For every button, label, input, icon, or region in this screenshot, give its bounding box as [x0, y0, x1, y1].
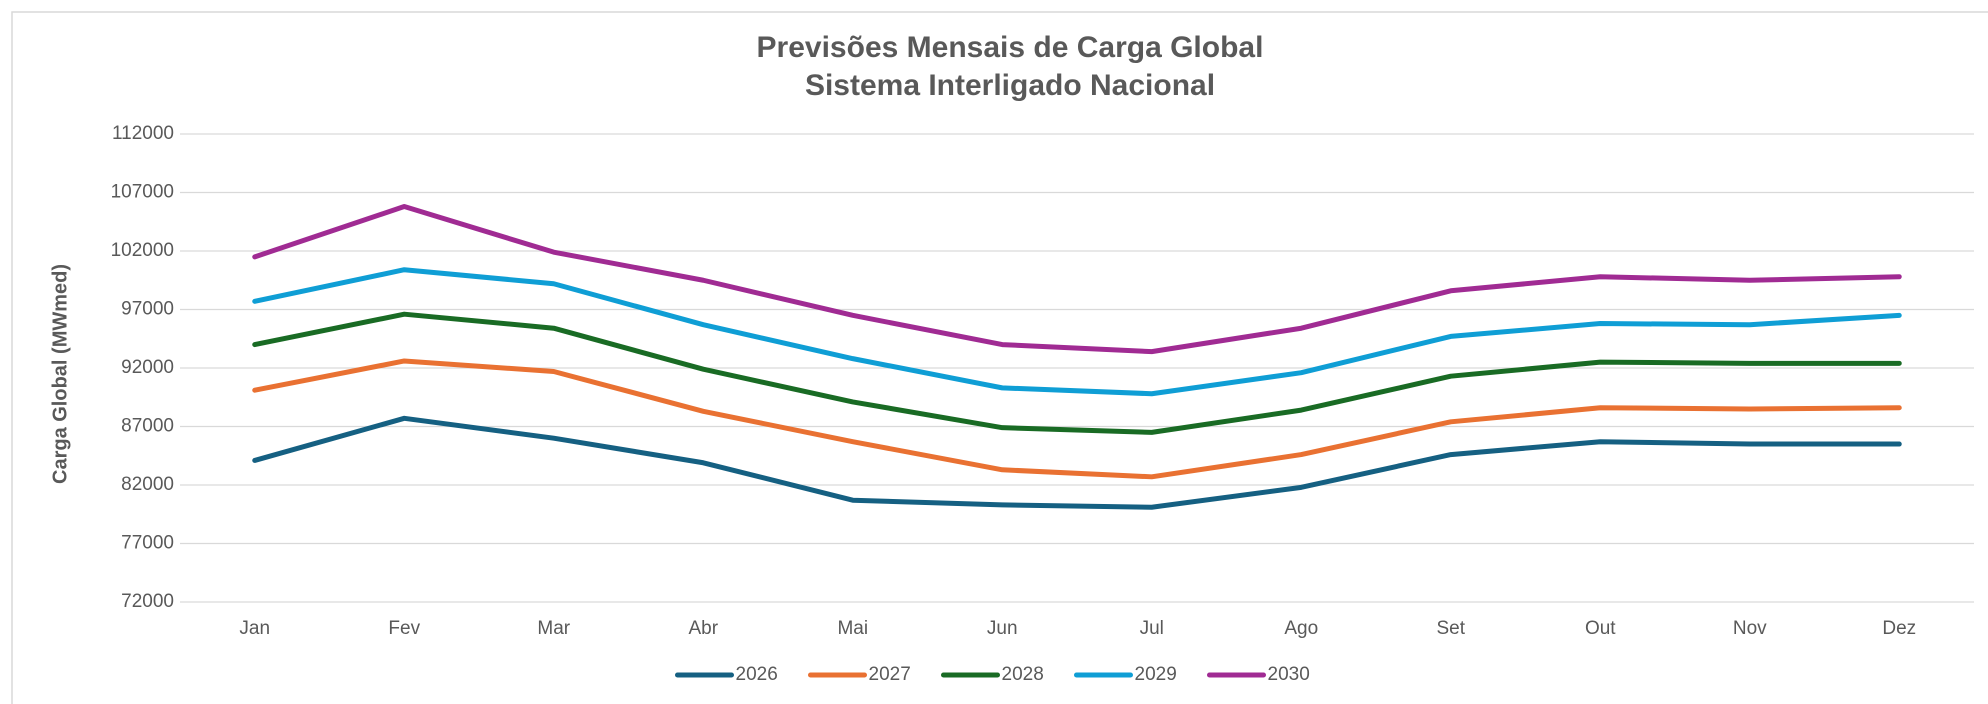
x-tick-label: Jul [1140, 618, 1164, 639]
x-tick-label: Jan [239, 618, 270, 639]
chart-title: Previsões Mensais de Carga Global [757, 31, 1264, 64]
y-axis-label: Carga Global (MWmed) [49, 264, 71, 484]
x-tick-label: Ago [1284, 618, 1318, 639]
y-tick-label: 72000 [121, 591, 174, 612]
x-tick-label: Out [1585, 618, 1616, 639]
chart-border [11, 11, 1988, 704]
y-tick-label: 112000 [112, 123, 174, 144]
legend-label: 2029 [1135, 664, 1177, 685]
y-tick-label: 92000 [121, 357, 174, 378]
series-line [252, 415, 1902, 510]
y-tick-label: 107000 [111, 182, 174, 203]
y-tick-label: 102000 [111, 240, 174, 261]
y-tick-label: 97000 [121, 299, 174, 320]
x-tick-label: Abr [688, 618, 718, 639]
series-line [252, 267, 1902, 397]
series-line [252, 311, 1902, 435]
series-line [252, 358, 1902, 480]
legend-label: 2030 [1268, 664, 1310, 685]
y-tick-label: 82000 [121, 474, 174, 495]
series-line [252, 204, 1902, 355]
x-tick-label: Mai [837, 618, 868, 639]
x-tick-label: Jun [987, 618, 1018, 639]
chart-subtitle: Sistema Interligado Nacional [805, 69, 1215, 102]
y-tick-label: 87000 [121, 416, 174, 437]
x-tick-label: Nov [1733, 618, 1767, 639]
x-tick-label: Dez [1882, 618, 1916, 639]
legend-label: 2028 [1002, 664, 1044, 685]
x-tick-label: Mar [537, 618, 570, 639]
legend-label: 2026 [736, 664, 778, 685]
legend-label: 2027 [869, 664, 911, 685]
x-tick-label: Set [1436, 618, 1465, 639]
y-tick-label: 77000 [121, 533, 174, 554]
x-tick-label: Fev [388, 618, 420, 639]
